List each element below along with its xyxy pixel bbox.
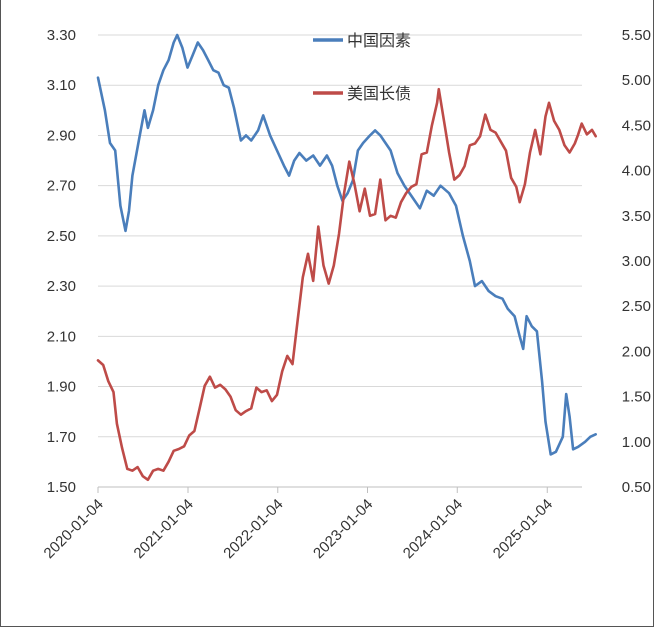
left-y-tick-label: 3.30 — [47, 27, 76, 44]
x-tick-label: 2024-01-04 — [400, 496, 466, 562]
legend-item-series-1: 中国因素 — [313, 31, 411, 50]
legend: 中国因素 美国长债 — [313, 31, 411, 103]
legend-item-series-2: 美国长债 — [313, 84, 411, 103]
legend-label-series-1: 中国因素 — [347, 31, 411, 50]
left-y-tick-label: 2.10 — [47, 328, 76, 345]
left-y-tick-label: 1.50 — [47, 479, 76, 496]
left-y-tick-label: 2.50 — [47, 228, 76, 245]
left-y-tick-label: 1.70 — [47, 429, 76, 446]
right-y-tick-label: 2.50 — [622, 298, 651, 315]
right-y-axis-ticks: 0.50 1.00 1.50 2.00 2.50 3.00 3.50 4.00 4.50 5.00… — [622, 27, 651, 496]
left-y-axis-ticks: 1.50 1.70 1.90 2.10 2.30 2.50 2.70 2.90 3.10 3.30 — [47, 27, 76, 496]
left-y-tick-label: 2.70 — [47, 178, 76, 195]
left-y-tick-label: 1.90 — [47, 379, 76, 396]
series-layer — [96, 33, 598, 482]
series-line-2 — [96, 87, 598, 482]
right-y-tick-label: 3.50 — [622, 208, 651, 225]
x-tick-label: 2020-01-04 — [41, 496, 107, 562]
right-y-tick-label: 3.00 — [622, 253, 651, 270]
right-y-tick-label: 5.00 — [622, 72, 651, 89]
x-tick-label: 2022-01-04 — [220, 496, 286, 562]
left-y-tick-label: 2.90 — [47, 127, 76, 144]
left-y-tick-label: 2.30 — [47, 278, 76, 295]
legend-label-series-2: 美国长债 — [347, 84, 411, 103]
right-y-tick-label: 4.50 — [622, 117, 651, 134]
series-line-1 — [96, 33, 598, 456]
right-y-tick-label: 4.00 — [622, 163, 651, 180]
gridlines — [98, 34, 582, 488]
x-tick-label: 2025-01-04 — [490, 496, 556, 562]
x-tick-label: 2023-01-04 — [310, 496, 376, 562]
right-y-tick-label: 5.50 — [622, 27, 651, 44]
right-y-tick-label: 1.00 — [622, 434, 651, 451]
x-tick-label: 2021-01-04 — [131, 496, 197, 562]
right-y-tick-label: 2.00 — [622, 343, 651, 360]
right-y-tick-label: 0.50 — [622, 479, 651, 496]
left-y-tick-label: 3.10 — [47, 77, 76, 94]
right-y-tick-label: 1.50 — [622, 389, 651, 406]
x-axis-ticks: 2020-01-04 2021-01-04 2022-01-04 2023-01-04… — [41, 487, 556, 562]
